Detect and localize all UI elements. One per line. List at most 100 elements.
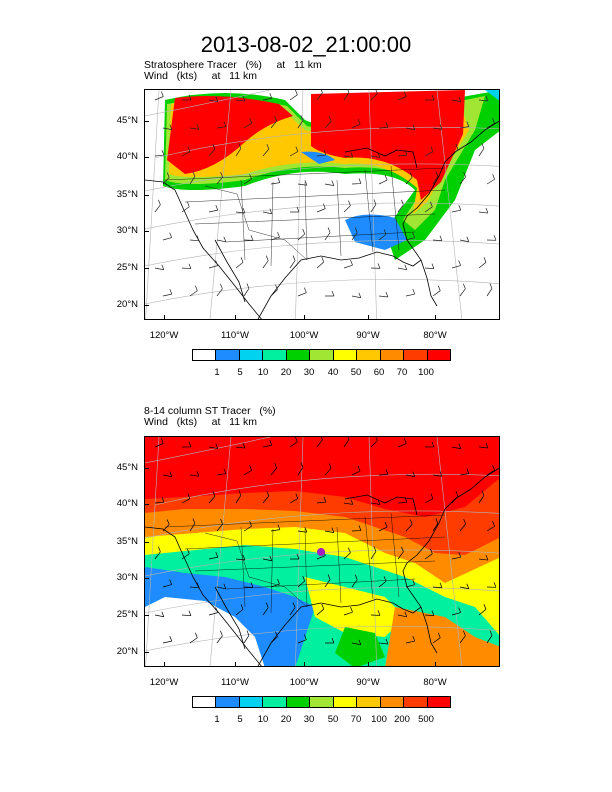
wind-barb bbox=[289, 90, 298, 101]
wind-barb bbox=[405, 288, 416, 297]
longitude-line bbox=[368, 437, 377, 666]
wind-barb bbox=[486, 235, 497, 241]
latitude-line bbox=[145, 510, 499, 539]
wind-barb bbox=[208, 443, 219, 450]
wind-barb bbox=[216, 171, 223, 185]
colorbar-label: 30 bbox=[303, 367, 315, 378]
lon-tick bbox=[235, 315, 236, 320]
lon-tick bbox=[164, 662, 165, 667]
colorbar-swatch bbox=[239, 697, 264, 707]
longitude-line bbox=[145, 90, 160, 319]
wind-barb bbox=[316, 149, 327, 157]
wind-barb bbox=[243, 174, 252, 185]
wind-barb bbox=[343, 152, 354, 158]
colorbar-swatch bbox=[404, 697, 428, 707]
wind-barb bbox=[432, 582, 443, 589]
wind-barb bbox=[459, 583, 470, 590]
wind-barb bbox=[243, 521, 252, 532]
longitude-line bbox=[436, 90, 463, 319]
wind-barb bbox=[424, 201, 433, 213]
wind-barb bbox=[478, 554, 489, 561]
wind-barb bbox=[451, 443, 462, 450]
colorbar-label: 5 bbox=[237, 367, 243, 378]
colorbar-label: 30 bbox=[303, 714, 315, 725]
wind-barb bbox=[424, 493, 434, 504]
wind-barb bbox=[216, 468, 227, 476]
wind-barb bbox=[397, 611, 408, 618]
wind-barb bbox=[343, 607, 353, 616]
wind-barb bbox=[351, 178, 362, 185]
wind-barb bbox=[189, 471, 200, 477]
panel1-colorbar bbox=[192, 349, 451, 361]
colorbar-swatch bbox=[333, 697, 358, 707]
colorbar-swatch bbox=[216, 697, 240, 707]
colorbar-label: 10 bbox=[257, 367, 269, 378]
wind-barb bbox=[351, 227, 358, 241]
wind-barb bbox=[405, 232, 416, 241]
wind-barb bbox=[370, 546, 377, 560]
wind-barb bbox=[289, 602, 296, 616]
lat-tick bbox=[144, 468, 149, 469]
great-lakes bbox=[344, 147, 418, 169]
wind-barb bbox=[154, 150, 165, 157]
stratosphere-tracer-map bbox=[144, 89, 500, 320]
wind-barb bbox=[297, 462, 304, 476]
wind-barb bbox=[235, 490, 242, 504]
colorbar-swatch bbox=[263, 697, 287, 707]
wind-barb bbox=[343, 200, 351, 213]
wind-barb bbox=[235, 442, 246, 449]
colorbar-swatch bbox=[263, 350, 287, 360]
wind-barb bbox=[486, 630, 493, 644]
wind-barb bbox=[343, 499, 354, 505]
lat-tick bbox=[144, 268, 149, 269]
wind-barb bbox=[486, 582, 497, 588]
wind-barb bbox=[486, 118, 495, 129]
wind-barb bbox=[208, 144, 216, 157]
lon-label: 80°W bbox=[423, 330, 447, 341]
wind-barb bbox=[343, 437, 350, 448]
colorbar-swatch bbox=[310, 350, 334, 360]
wind-barb bbox=[270, 462, 277, 476]
wind-barb bbox=[208, 260, 219, 269]
wind-barb bbox=[451, 607, 461, 616]
wind-barb bbox=[324, 527, 335, 533]
wind-barb bbox=[235, 207, 246, 214]
wind-barb bbox=[297, 287, 307, 297]
wind-barb bbox=[397, 438, 407, 448]
colorbar-label: 70 bbox=[396, 367, 408, 378]
wind-barb bbox=[243, 118, 252, 129]
column-clear-southwest bbox=[145, 597, 265, 666]
marker-dot bbox=[317, 548, 325, 556]
wind-barb bbox=[459, 236, 470, 243]
wind-barb bbox=[324, 574, 331, 588]
colorbar-label: 20 bbox=[280, 714, 292, 725]
wind-barb bbox=[154, 91, 164, 101]
longitude-line bbox=[295, 437, 304, 666]
latitude-line bbox=[154, 126, 499, 159]
great-lakes bbox=[344, 494, 418, 516]
wind-barb bbox=[405, 124, 416, 130]
panel1-subtitle-1: Stratosphere Tracer (%) at 11 km bbox=[144, 59, 322, 71]
column-st-tracer-map bbox=[144, 436, 500, 667]
wind-barb bbox=[289, 437, 298, 448]
border-line bbox=[204, 185, 308, 261]
wind-barb bbox=[424, 146, 434, 157]
wind-barb bbox=[478, 490, 485, 504]
wind-barb bbox=[324, 116, 332, 129]
wind-barb bbox=[181, 201, 190, 213]
lat-label: 45°N bbox=[116, 462, 138, 473]
colorbar-swatch bbox=[239, 350, 264, 360]
lat-label: 30°N bbox=[116, 225, 138, 236]
wind-barb bbox=[270, 524, 281, 532]
lon-label: 80°W bbox=[423, 677, 447, 688]
wind-barb bbox=[486, 465, 495, 476]
wind-barb bbox=[243, 582, 254, 588]
border-line bbox=[390, 512, 400, 598]
wind-barb bbox=[478, 207, 489, 214]
lon-tick bbox=[435, 662, 436, 667]
lat-label: 30°N bbox=[116, 572, 138, 583]
colorbar-swatch bbox=[310, 697, 334, 707]
border-line bbox=[390, 165, 400, 251]
border-line bbox=[304, 528, 308, 608]
colorbar-swatch bbox=[333, 350, 358, 360]
